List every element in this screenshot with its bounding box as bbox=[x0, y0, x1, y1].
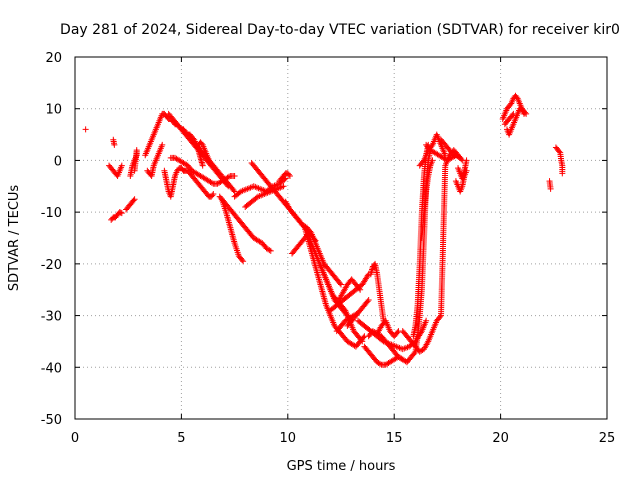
series-pass-43 bbox=[499, 92, 528, 123]
data-point bbox=[394, 329, 401, 336]
series-pass-40 bbox=[438, 136, 462, 159]
series-pass-20 bbox=[282, 198, 344, 288]
data-point bbox=[210, 191, 217, 198]
series-pass-45 bbox=[501, 110, 517, 128]
data-point bbox=[131, 167, 138, 174]
series-pass-3 bbox=[108, 209, 125, 223]
plot-frame bbox=[74, 56, 608, 420]
data-point bbox=[208, 179, 215, 186]
data-point bbox=[411, 350, 418, 357]
series-pass-4 bbox=[110, 136, 118, 148]
data-point bbox=[199, 162, 206, 169]
series-pass-1 bbox=[82, 126, 89, 133]
series-pass-46 bbox=[546, 178, 554, 192]
grid-lines bbox=[74, 56, 608, 420]
x-tick-label: 0 bbox=[71, 431, 79, 446]
y-tick-label: 20 bbox=[45, 51, 62, 66]
data-point bbox=[423, 317, 430, 324]
x-tick-label: 10 bbox=[280, 431, 297, 446]
x-tick-label: 15 bbox=[386, 431, 403, 446]
x-tick-label: 20 bbox=[492, 431, 509, 446]
data-point bbox=[556, 148, 563, 155]
data-point bbox=[118, 162, 125, 169]
data-point bbox=[377, 360, 384, 367]
data-point bbox=[510, 110, 517, 117]
data-point bbox=[266, 247, 273, 254]
series-pass-39 bbox=[423, 141, 464, 164]
data-point bbox=[523, 110, 530, 117]
data-point bbox=[159, 141, 166, 148]
data-point bbox=[429, 157, 436, 164]
data-point bbox=[240, 258, 247, 265]
data-point bbox=[364, 272, 371, 279]
data-point bbox=[231, 188, 238, 195]
data-point bbox=[513, 94, 520, 101]
series-pass-21 bbox=[289, 229, 313, 257]
data-point bbox=[131, 196, 138, 203]
series-pass-10 bbox=[167, 154, 238, 187]
data-point bbox=[336, 280, 343, 287]
series-pass-9 bbox=[161, 165, 217, 200]
series-pass-13 bbox=[195, 139, 215, 169]
x-tick-label: 25 bbox=[599, 431, 616, 446]
tick-labels: 0 5 10 15 20 25 20 10 0 -10 -20 -30 -40 -50 bbox=[41, 51, 616, 446]
data-point bbox=[285, 171, 292, 178]
series-pass-44 bbox=[503, 105, 530, 138]
data-point bbox=[286, 172, 293, 179]
data-point bbox=[230, 187, 237, 194]
series-pass-15 bbox=[218, 196, 247, 265]
data-point bbox=[455, 152, 462, 159]
series-pass-7 bbox=[144, 141, 166, 179]
data-point bbox=[231, 172, 238, 179]
series-pass-19 bbox=[276, 170, 293, 185]
data-point bbox=[341, 306, 348, 313]
series-pass-5 bbox=[123, 196, 138, 213]
y-tick-label: -30 bbox=[41, 310, 62, 325]
data-point bbox=[359, 338, 366, 345]
y-tick-label: -50 bbox=[41, 413, 62, 428]
series-pass-2 bbox=[106, 162, 125, 179]
series-pass-6 bbox=[127, 147, 140, 179]
y-tick-label: -10 bbox=[41, 206, 62, 221]
data-point bbox=[239, 256, 246, 263]
series-pass-37 bbox=[418, 157, 436, 241]
data-point bbox=[117, 209, 124, 216]
data-point bbox=[509, 112, 516, 119]
data-point bbox=[463, 157, 470, 164]
data-point bbox=[507, 101, 514, 108]
data-point bbox=[82, 126, 89, 133]
data-point bbox=[111, 141, 118, 148]
data-point bbox=[130, 197, 137, 204]
data-point bbox=[208, 162, 215, 169]
y-tick-label: 10 bbox=[45, 103, 62, 118]
x-axis-label: GPS time / hours bbox=[287, 459, 396, 474]
data-point bbox=[358, 337, 365, 344]
data-point bbox=[364, 298, 371, 305]
data-point bbox=[267, 247, 274, 254]
data-point bbox=[559, 170, 566, 177]
y-tick-label: -40 bbox=[41, 361, 62, 376]
y-axis-label: SDTVAR / TECUs bbox=[7, 185, 22, 292]
chart-title: Day 281 of 2024, Sidereal Day-to-day VTE… bbox=[60, 22, 620, 38]
data-point bbox=[436, 313, 443, 320]
series-pass-47 bbox=[552, 144, 566, 177]
series-pass-32 bbox=[367, 260, 387, 324]
data-marks bbox=[82, 92, 566, 368]
data-point bbox=[225, 173, 232, 180]
series-pass-28 bbox=[344, 297, 372, 329]
data-point bbox=[547, 185, 554, 192]
data-point bbox=[118, 210, 125, 217]
y-tick-label: -20 bbox=[41, 258, 62, 273]
x-tick-label: 5 bbox=[177, 431, 185, 446]
data-point bbox=[338, 281, 344, 288]
data-point bbox=[280, 183, 287, 190]
data-point bbox=[419, 158, 426, 165]
series-pass-42 bbox=[455, 157, 470, 182]
data-point bbox=[198, 140, 205, 147]
data-point bbox=[209, 192, 216, 199]
data-point bbox=[522, 109, 529, 116]
data-point bbox=[365, 297, 372, 304]
y-tick-label: 0 bbox=[54, 154, 62, 169]
